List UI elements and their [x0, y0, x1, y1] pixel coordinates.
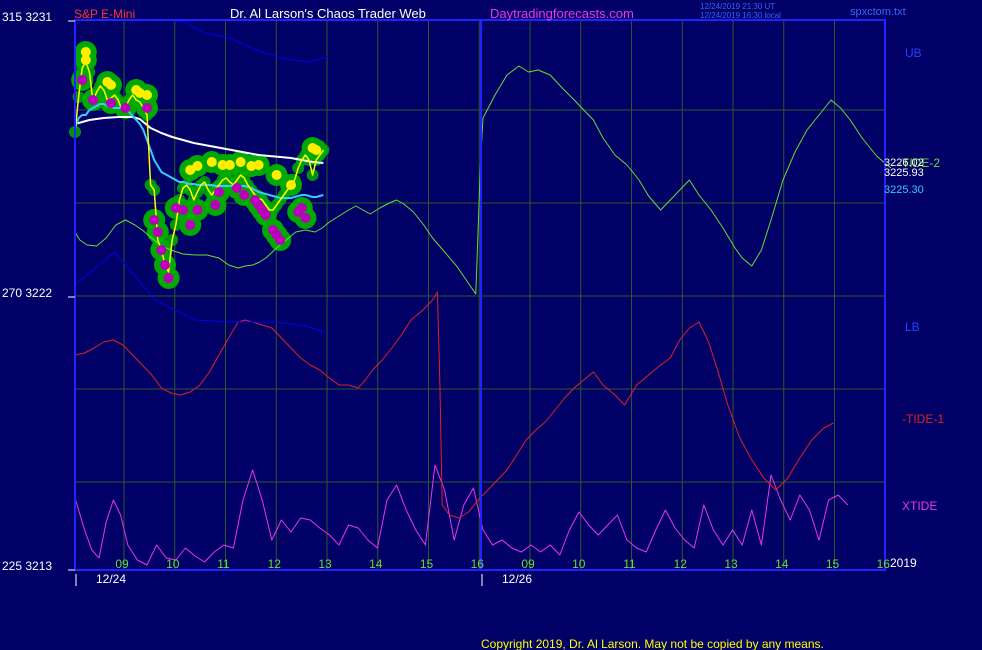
bead-down	[160, 260, 170, 270]
xtide-label: XTIDE	[902, 499, 937, 513]
bead-down	[260, 210, 271, 220]
year-label: 2019	[890, 556, 917, 570]
x-tick-label: 14	[369, 557, 383, 571]
x-tick-label: 11	[623, 557, 636, 571]
left-axis-label: 315 3231	[2, 10, 52, 24]
date-label-2: 12/26	[502, 572, 532, 586]
x-tick-label: 13	[724, 557, 738, 571]
bead-down	[88, 95, 98, 105]
bead-down	[300, 213, 311, 223]
timestamp-local: 12/24/2019 16:30 local	[700, 11, 781, 20]
series-lines	[74, 19, 892, 566]
timestamp-ut: 12/24/2019 21:30 UT	[700, 2, 775, 11]
bead-up	[235, 157, 246, 167]
bead-down	[210, 200, 221, 210]
site-link[interactable]: Daytradingforecasts.com	[490, 6, 634, 21]
tide1-line	[74, 291, 834, 519]
bead-up	[311, 145, 322, 155]
value-tag-1: 3226.02	[884, 157, 924, 169]
bead-down	[178, 205, 188, 215]
tide1-label: -TIDE-1	[902, 412, 944, 426]
symbol-label: S&P E-Mini	[74, 7, 135, 21]
lb-label: LB	[905, 320, 920, 334]
bead-up	[217, 160, 228, 170]
price-beads	[77, 47, 322, 283]
x-axis: 09 10 11 12 13 14 15 16 09 10 11 12 13 14 15 16	[75, 557, 891, 586]
x-tick-label: 09	[521, 557, 535, 571]
chart-grid	[75, 20, 886, 570]
price-line	[74, 61, 325, 273]
bead-down	[156, 245, 167, 255]
bead-up	[286, 180, 296, 190]
x-tick-label: 10	[166, 557, 180, 571]
bead-down	[214, 187, 224, 197]
x-tick-label: 15	[420, 557, 434, 571]
x-tick-label: 14	[775, 557, 789, 571]
bead-down	[106, 98, 116, 108]
date-label-1: 12/24	[96, 572, 126, 586]
x-tick-label: 12	[268, 557, 282, 571]
bead-up	[224, 160, 235, 170]
x-tick-label: 11	[217, 557, 230, 571]
x-tick-label: 12	[674, 557, 688, 571]
x-tick-label: 13	[318, 557, 332, 571]
bead-down	[232, 183, 242, 193]
bead-up	[80, 55, 91, 65]
bead-down	[275, 235, 286, 245]
bead-down	[152, 227, 163, 237]
bead-up	[106, 80, 116, 90]
bead-down	[120, 103, 131, 113]
ub-label: UB	[905, 46, 922, 60]
bead-up	[80, 47, 91, 57]
bead-down	[163, 273, 174, 283]
slow-moving-average-line	[74, 116, 324, 164]
bead-up	[142, 90, 152, 100]
upper-band-line	[164, 19, 328, 63]
value-tag-2: 3225.93	[884, 167, 924, 179]
left-axis-label: 270 3222	[2, 286, 52, 300]
bead-down	[185, 220, 196, 230]
left-axis: 315 3231 270 3222 225 3213	[2, 10, 75, 573]
value-tag-3: 3225.30	[884, 184, 924, 196]
bead-down	[192, 205, 203, 215]
tide2-label: -TIDE-2	[898, 156, 940, 170]
bead-down	[149, 215, 160, 225]
xtide-line	[74, 464, 849, 566]
tide2-line	[74, 65, 892, 295]
bead-up	[253, 160, 264, 170]
bead-down	[239, 190, 250, 200]
x-tick-label: 16	[877, 557, 891, 571]
chart-title: Dr. Al Larson's Chaos Trader Web	[230, 6, 426, 21]
bead-down	[77, 75, 88, 85]
bead-down	[296, 203, 307, 213]
bead-up	[206, 157, 217, 167]
bead-up	[271, 170, 282, 180]
bead-down	[142, 103, 152, 113]
x-tick-label: 15	[826, 557, 840, 571]
left-axis-label: 225 3213	[2, 559, 52, 573]
data-file-label: spxctom.txt	[850, 6, 906, 18]
lower-band-line	[74, 251, 326, 333]
x-tick-label: 16	[471, 557, 485, 571]
x-tick-label: 09	[115, 557, 129, 571]
copyright-notice: Copyright 2019, Dr. Al Larson. May not b…	[481, 637, 824, 650]
x-tick-label: 10	[572, 557, 586, 571]
bead-up	[192, 161, 203, 171]
